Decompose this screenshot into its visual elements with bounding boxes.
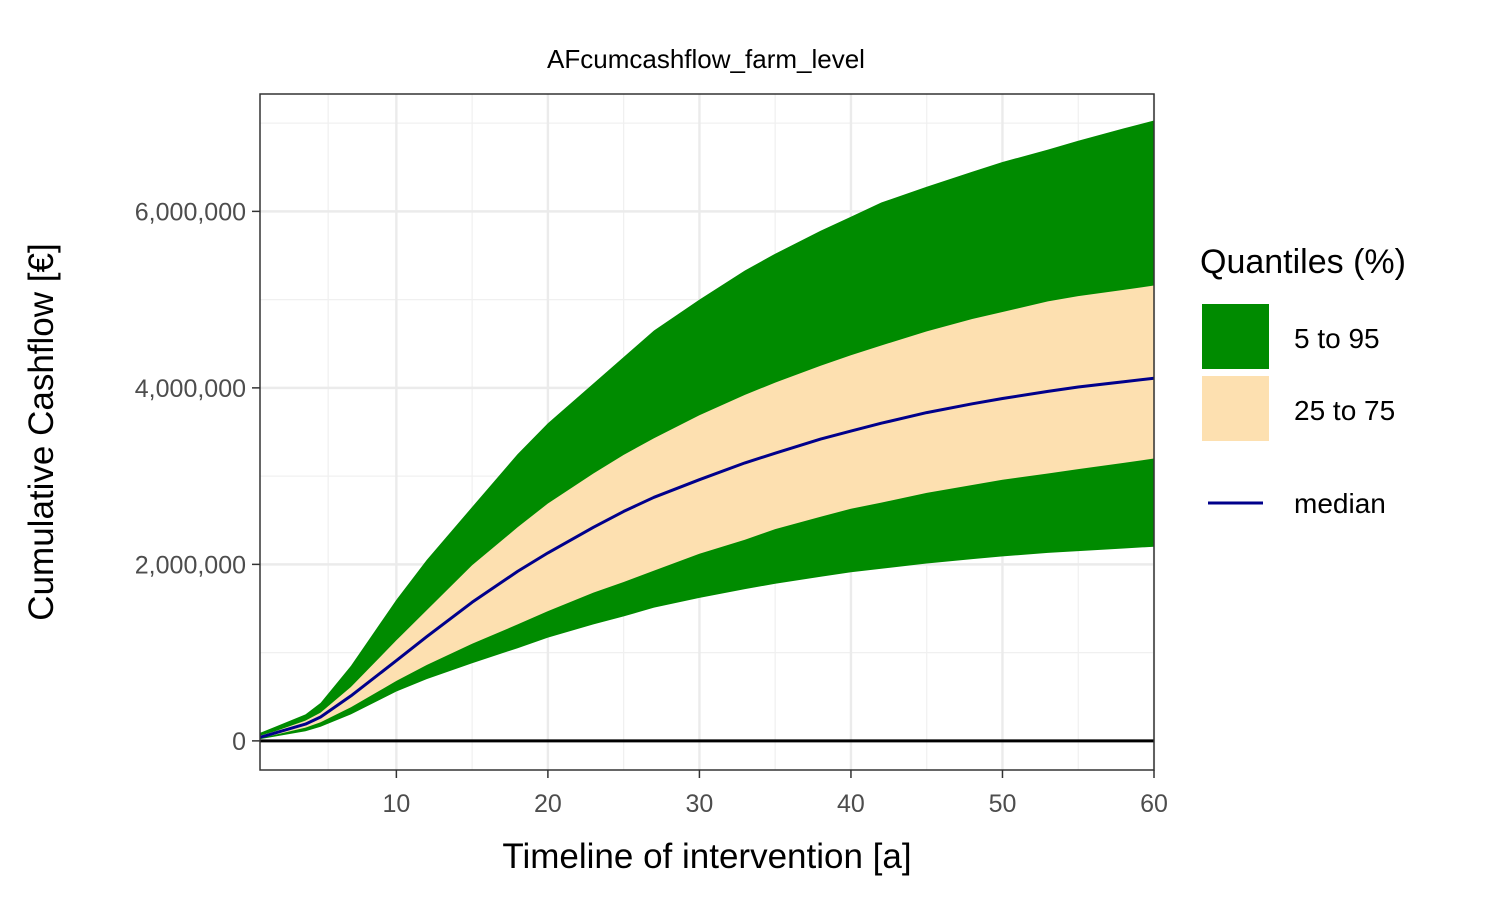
y-axis: 0 2,000,000 4,000,000 6,000,000 <box>135 198 260 756</box>
x-tick-label: 60 <box>1140 790 1168 818</box>
band-25-to-75 <box>260 285 1154 739</box>
x-axis-title: Timeline of intervention [a] <box>502 837 911 876</box>
y-tick-label: 0 <box>232 728 246 756</box>
y-axis-title: Cumulative Cashflow [€] <box>22 243 61 620</box>
legend-label-median: median <box>1294 488 1386 519</box>
quantile-bands <box>260 120 1154 740</box>
plot-border <box>259 93 1155 771</box>
x-axis: 10 20 30 40 50 60 <box>382 770 1168 818</box>
chart-title: AFcumcashflow_farm_level <box>547 44 865 74</box>
x-tick-label: 40 <box>837 790 865 818</box>
x-tick-label: 10 <box>382 790 410 818</box>
median-line <box>259 376 1155 739</box>
x-tick-label: 20 <box>534 790 562 818</box>
y-tick-label: 2,000,000 <box>135 551 246 579</box>
legend-title: Quantiles (%) <box>1200 243 1406 281</box>
legend-label-5-to-95: 5 to 95 <box>1294 323 1380 354</box>
y-tick-label: 4,000,000 <box>135 375 246 403</box>
legend-key-5-to-95 <box>1202 304 1269 369</box>
x-tick-label: 50 <box>989 790 1017 818</box>
median-layer <box>259 376 1155 739</box>
legend: Quantiles (%) 5 to 95 25 to 75 median <box>1200 243 1406 519</box>
legend-key-25-to-75 <box>1202 376 1269 441</box>
plot-area <box>259 93 1156 771</box>
y-tick-label: 6,000,000 <box>135 198 246 226</box>
legend-label-25-to-75: 25 to 75 <box>1294 395 1395 426</box>
x-tick-label: 30 <box>686 790 714 818</box>
